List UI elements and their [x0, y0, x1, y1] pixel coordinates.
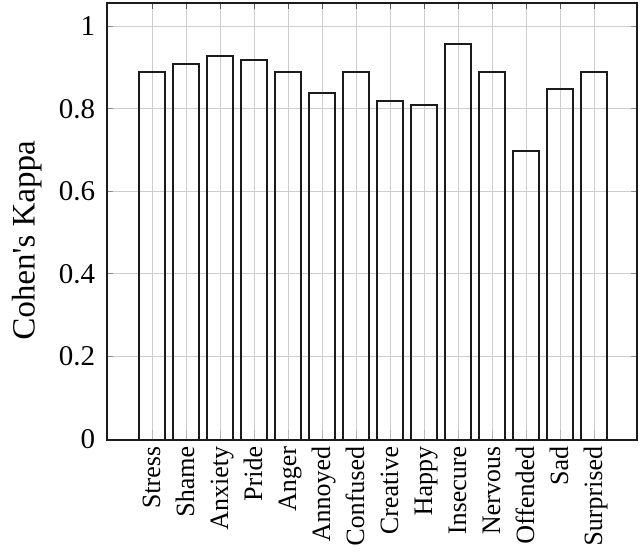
plot-area — [106, 2, 638, 441]
plot-inner — [108, 4, 636, 439]
x-tick-mark-top — [389, 4, 391, 9]
x-tick-label-stress: Stress — [137, 446, 166, 509]
bar-anxiety — [206, 55, 234, 439]
bar-pride — [240, 59, 268, 439]
x-tick-mark-bottom — [185, 430, 187, 439]
x-tick-mark-bottom — [253, 430, 255, 439]
bar-confused — [342, 71, 370, 439]
x-tick-label-happy: Happy — [409, 446, 438, 516]
y-tick-mark-left — [108, 355, 113, 357]
x-tick-mark-bottom — [491, 430, 493, 439]
x-tick-label-anxiety: Anxiety — [205, 446, 234, 530]
y-tick-label-0.2: 0.2 — [58, 340, 95, 373]
x-tick-label-insecure: Insecure — [443, 446, 472, 535]
bar-sad — [546, 88, 574, 439]
v-gridline-shame — [185, 4, 187, 439]
x-tick-mark-bottom — [321, 430, 323, 439]
x-tick-mark-top — [219, 4, 221, 9]
x-tick-mark-bottom — [355, 430, 357, 439]
h-gridline-0.6 — [108, 190, 636, 192]
x-tick-label-shame: Shame — [171, 446, 200, 517]
y-tick-mark-right — [631, 273, 636, 275]
bar-happy — [410, 104, 438, 439]
bar-surprised — [580, 71, 608, 439]
y-tick-mark-right — [631, 25, 636, 27]
bar-insecure — [444, 43, 472, 439]
bar-annoyed — [308, 92, 336, 439]
h-gridline-1 — [108, 25, 636, 27]
x-tick-mark-bottom — [559, 430, 561, 439]
y-tick-mark-right — [631, 108, 636, 110]
v-gridline-nervous — [491, 4, 493, 439]
x-tick-label-nervous: Nervous — [477, 446, 506, 535]
v-gridline-annoyed — [321, 4, 323, 439]
x-tick-mark-top — [287, 4, 289, 9]
bar-offended — [512, 150, 540, 439]
x-tick-label-pride: Pride — [239, 446, 268, 501]
x-tick-label-surprised: Surprised — [579, 446, 608, 546]
h-gridline-0.4 — [108, 273, 636, 275]
x-tick-mark-bottom — [219, 430, 221, 439]
x-tick-mark-bottom — [525, 430, 527, 439]
y-tick-mark-left — [108, 108, 113, 110]
x-tick-mark-top — [151, 4, 153, 9]
bar-nervous — [478, 71, 506, 439]
v-gridline-happy — [423, 4, 425, 439]
h-gridline-0.8 — [108, 108, 636, 110]
y-tick-label-0.6: 0.6 — [58, 175, 95, 208]
bar-creative — [376, 100, 404, 439]
v-gridline-creative — [389, 4, 391, 439]
y-tick-label-0.8: 0.8 — [58, 92, 95, 125]
x-tick-mark-bottom — [389, 430, 391, 439]
x-tick-mark-bottom — [287, 430, 289, 439]
y-tick-mark-left — [108, 190, 113, 192]
v-gridline-surprised — [593, 4, 595, 439]
x-tick-mark-bottom — [423, 430, 425, 439]
x-tick-mark-top — [423, 4, 425, 9]
x-tick-mark-top — [593, 4, 595, 9]
y-tick-label-1: 1 — [80, 10, 96, 42]
v-gridline-sad — [559, 4, 561, 439]
x-tick-mark-top — [525, 4, 527, 9]
x-tick-mark-top — [321, 4, 323, 9]
bar-stress — [138, 71, 166, 439]
y-tick-mark-right — [631, 190, 636, 192]
x-tick-mark-top — [559, 4, 561, 9]
v-gridline-offended — [525, 4, 527, 439]
y-tick-mark-left — [108, 25, 113, 27]
y-axis-label: Cohen's Kappa — [6, 140, 43, 340]
x-tick-label-anger: Anger — [273, 446, 302, 511]
x-tick-label-offended: Offended — [511, 446, 540, 544]
y-tick-label-0.4: 0.4 — [58, 257, 95, 290]
y-tick-mark-right — [631, 355, 636, 357]
x-tick-label-confused: Confused — [341, 446, 370, 546]
v-gridline-confused — [355, 4, 357, 439]
v-gridline-stress — [151, 4, 153, 439]
x-tick-mark-top — [491, 4, 493, 9]
bar-anger — [274, 71, 302, 439]
x-tick-mark-top — [355, 4, 357, 9]
v-gridline-pride — [253, 4, 255, 439]
x-tick-mark-bottom — [151, 430, 153, 439]
x-tick-label-annoyed: Annoyed — [307, 446, 336, 542]
v-gridline-anger — [287, 4, 289, 439]
x-tick-mark-top — [457, 4, 459, 9]
x-tick-label-sad: Sad — [545, 446, 574, 485]
h-gridline-0.2 — [108, 355, 636, 357]
y-tick-label-0: 0 — [80, 423, 96, 455]
x-tick-mark-top — [185, 4, 187, 9]
v-gridline-anxiety — [219, 4, 221, 439]
v-gridline-insecure — [457, 4, 459, 439]
x-tick-label-creative: Creative — [375, 446, 404, 535]
x-tick-mark-bottom — [593, 430, 595, 439]
bar-shame — [172, 63, 200, 439]
x-tick-mark-top — [253, 4, 255, 9]
x-tick-mark-bottom — [457, 430, 459, 439]
y-tick-mark-left — [108, 273, 113, 275]
